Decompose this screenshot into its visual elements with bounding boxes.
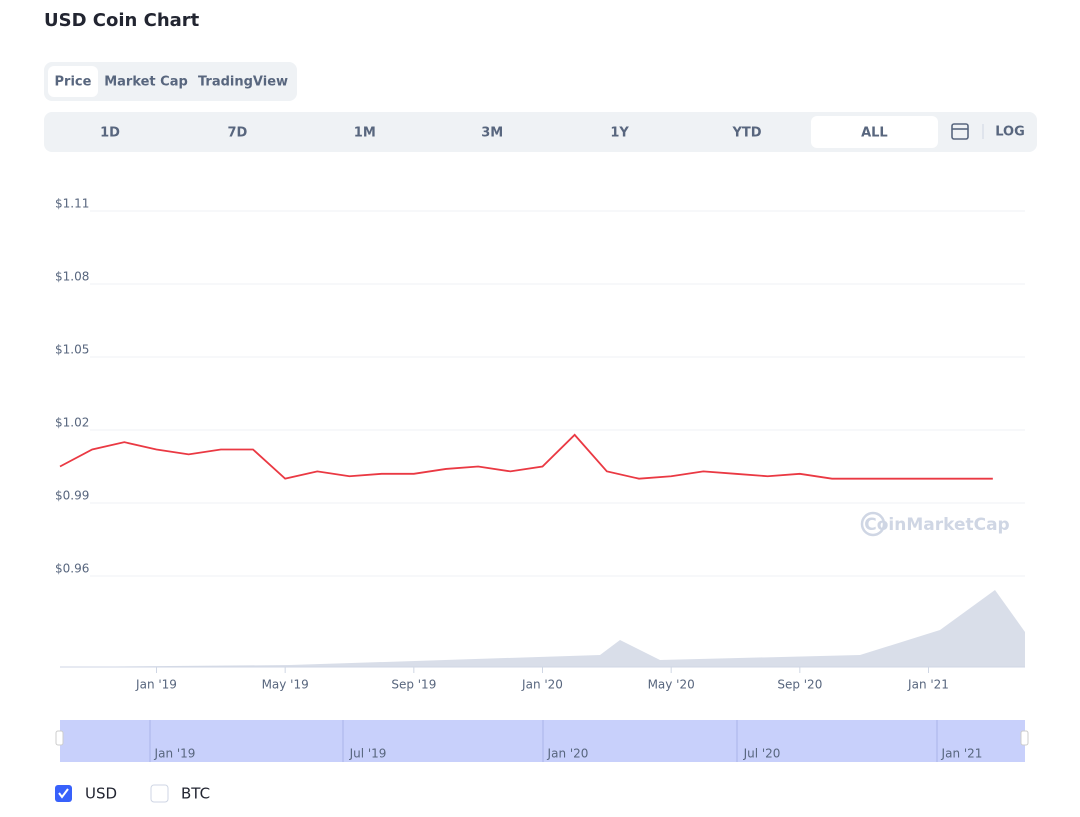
- navigator-label: Jan '21: [941, 747, 983, 761]
- x-tick-label: May '19: [262, 678, 309, 692]
- range-button[interactable]: 3M: [481, 126, 503, 141]
- navigator-handle[interactable]: [1020, 730, 1029, 746]
- range-button[interactable]: 7D: [227, 126, 247, 141]
- navigator-label: Jan '19: [154, 747, 196, 761]
- navigator-label: Jan '20: [547, 747, 589, 761]
- range-button[interactable]: 1Y: [610, 126, 629, 141]
- y-tick-label: $1.02: [55, 416, 89, 430]
- calendar-icon[interactable]: [951, 123, 969, 140]
- tab[interactable]: Price: [55, 75, 92, 90]
- range-button[interactable]: ALL: [861, 126, 888, 141]
- navigator-handle[interactable]: [55, 730, 64, 746]
- legend-label: BTC: [181, 785, 210, 803]
- navigator-label: Jul '19: [349, 747, 387, 761]
- active-range: [811, 116, 938, 148]
- volume-area: [60, 590, 1025, 667]
- y-tick-label: $1.05: [55, 343, 89, 357]
- checkbox[interactable]: [150, 784, 169, 803]
- y-tick-label: $0.96: [55, 562, 89, 576]
- range-bar: [44, 112, 1037, 152]
- x-tick-label: May '20: [648, 678, 695, 692]
- check-mark: [58, 788, 69, 799]
- y-tick-label: $1.08: [55, 270, 89, 284]
- y-tick-label: $0.99: [55, 489, 89, 503]
- range-button[interactable]: 1D: [100, 126, 120, 141]
- x-tick-label: Jan '20: [521, 678, 563, 692]
- log-toggle[interactable]: LOG: [995, 125, 1025, 140]
- watermark: CoinMarketCap: [864, 515, 1009, 535]
- y-tick-label: $1.11: [55, 197, 89, 211]
- range-button[interactable]: 1M: [354, 126, 376, 141]
- x-tick-label: Jan '19: [135, 678, 177, 692]
- navigator-label: Jul '20: [743, 747, 781, 761]
- x-tick-label: Jan '21: [907, 678, 949, 692]
- tab-bar: [44, 62, 297, 101]
- range-button[interactable]: YTD: [731, 126, 761, 141]
- watermark-logo: [860, 511, 886, 537]
- x-tick-label: Sep '19: [391, 678, 436, 692]
- price-line: [59, 433, 993, 480]
- tab[interactable]: TradingView: [198, 75, 288, 90]
- page-title: USD Coin Chart: [44, 10, 200, 31]
- active-tab: [48, 66, 98, 97]
- tab[interactable]: Market Cap: [104, 75, 188, 90]
- legend-label: USD: [85, 785, 117, 803]
- x-tick-label: Sep '20: [777, 678, 822, 692]
